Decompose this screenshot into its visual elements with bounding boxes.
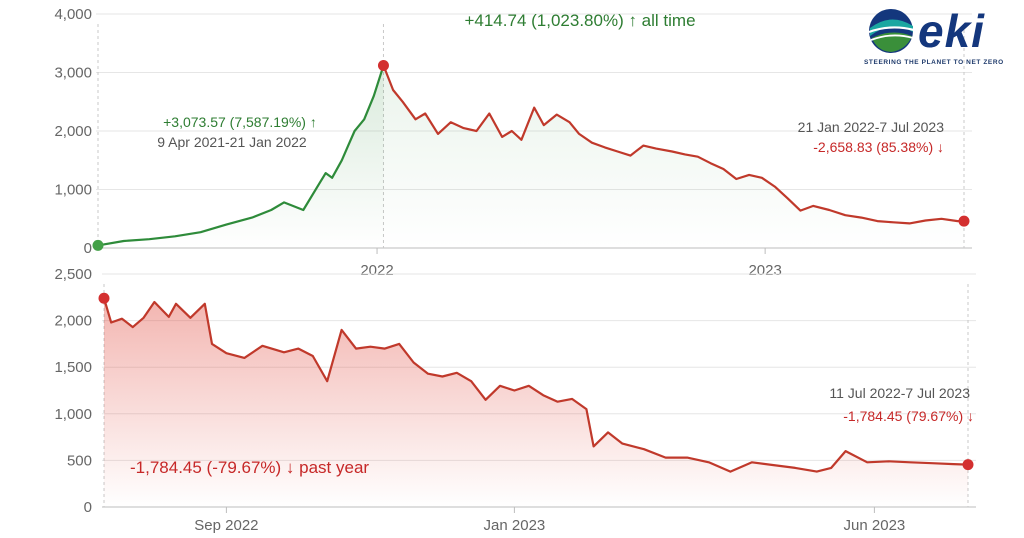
series-area-past-year: [104, 298, 968, 507]
data-point-marker: [92, 239, 104, 251]
x-tick-label: 2022: [360, 262, 393, 279]
data-point-marker: [377, 60, 389, 72]
top-headline: +414.74 (1,023.80%) ↑ all time: [464, 11, 695, 30]
y-tick-label: 0: [84, 499, 92, 516]
bottom-change-label: -1,784.45 (79.67%) ↓: [843, 408, 974, 424]
y-tick-label: 4,000: [54, 6, 92, 23]
top-chart-lines: [97, 65, 964, 247]
y-tick-label: 2,500: [54, 266, 92, 283]
y-tick-label: 500: [67, 452, 92, 469]
logo-tagline: STEERING THE PLANET TO NET ZERO: [864, 59, 1004, 66]
data-point-marker: [958, 215, 970, 227]
logo-wordmark: eki: [918, 5, 985, 57]
y-tick-label: 1,500: [54, 359, 92, 376]
bottom-headline: -1,784.45 (-79.67%) ↓ past year: [130, 458, 369, 477]
bottom-chart-area: [104, 298, 968, 507]
y-tick-label: 0: [84, 240, 92, 257]
bottom-range-label: 11 Jul 2022-7 Jul 2023: [829, 385, 970, 401]
series-line-rise: [97, 65, 385, 247]
globe-icon: [868, 9, 915, 53]
series-line-fall: [382, 65, 964, 225]
bottom-chart-markers: [98, 292, 974, 471]
top-chart-markers: [92, 60, 970, 251]
series-area-fall: [383, 65, 964, 248]
series-line-past-year: [102, 297, 969, 473]
data-point-marker: [962, 459, 974, 471]
top-fall-change-label: -2,658.83 (85.38%) ↓: [813, 139, 944, 155]
bottom-chart-lines: [102, 297, 969, 473]
top-fall-range-label: 21 Jan 2022-7 Jul 2023: [798, 119, 945, 135]
x-tick-label: Sep 2022: [194, 517, 258, 534]
y-tick-label: 2,000: [54, 123, 92, 140]
x-tick-label: Jan 2023: [484, 517, 546, 534]
y-tick-label: 1,000: [54, 182, 92, 199]
top-rise-change-label: +3,073.57 (7,587.19%) ↑: [163, 114, 317, 130]
x-tick-label: 2023: [748, 262, 781, 279]
series-area-rise: [98, 65, 384, 248]
data-point-marker: [98, 292, 110, 304]
top-rise-range-label: 9 Apr 2021-21 Jan 2022: [157, 134, 307, 150]
y-tick-label: 3,000: [54, 65, 92, 82]
y-tick-label: 2,000: [54, 313, 92, 330]
top-chart-area: [98, 65, 964, 248]
eki-logo: eki STEERING THE PLANET TO NET ZERO: [858, 4, 1020, 70]
y-tick-label: 1,000: [54, 406, 92, 423]
x-tick-label: Jun 2023: [844, 517, 906, 534]
